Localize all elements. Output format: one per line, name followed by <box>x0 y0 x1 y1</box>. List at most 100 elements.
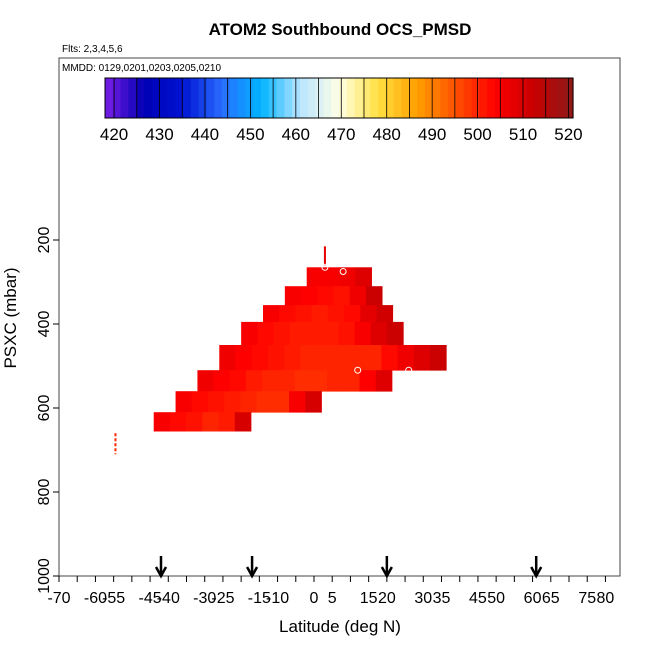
heatmap-cell <box>305 391 322 413</box>
point-markers <box>114 246 413 455</box>
colorbar-tick-label: 460 <box>282 125 310 144</box>
heatmap-cell <box>343 370 360 392</box>
heatmap-cell <box>262 370 279 392</box>
heatmap-cell <box>219 345 236 371</box>
tropopause-arrows <box>154 556 543 579</box>
colorbar-segment <box>323 78 332 118</box>
heatmap-cell <box>272 391 290 413</box>
colorbar-tick-label: 450 <box>236 125 264 144</box>
colorbar-segment <box>370 78 379 118</box>
heatmap-cell <box>169 412 187 432</box>
colorbar-segment <box>105 78 114 118</box>
heatmap-cell <box>316 345 334 371</box>
colorbar-segment <box>159 78 168 118</box>
colorbar-segment <box>206 78 215 118</box>
heatmap-cell <box>365 345 382 371</box>
colorbar-segment <box>354 78 363 118</box>
colorbar-segment <box>253 78 262 118</box>
colorbar-segment <box>214 78 223 118</box>
heatmap-cell <box>279 305 296 323</box>
heatmap-cell <box>224 391 241 413</box>
heatmap-cell <box>207 391 225 413</box>
heatmap-cell <box>365 286 383 306</box>
heatmap-cell <box>197 370 215 392</box>
colorbar-segment <box>510 78 519 118</box>
x-tick-label: 15 <box>360 590 378 607</box>
heatmap-cell <box>430 345 447 371</box>
plot-frame <box>58 57 621 577</box>
y-tick-label: 1000 <box>36 558 53 594</box>
colorbar-segment <box>448 78 457 118</box>
tropopause-arrow-head <box>245 566 259 579</box>
heatmap-cell <box>202 412 219 432</box>
colorbar-tick-label: 490 <box>418 125 446 144</box>
x-tick-label: 80 <box>597 590 615 607</box>
x-tick-label: -40 <box>157 590 180 607</box>
colorbar-segment <box>526 78 535 118</box>
x-tick-label: -55 <box>102 590 125 607</box>
colorbar-segment <box>393 78 402 118</box>
colorbar-segment <box>276 78 285 118</box>
heatmap-cell <box>306 267 324 287</box>
colorbar-tick-label: 470 <box>327 125 355 144</box>
x-tick-label: -60 <box>84 590 107 607</box>
y-tick-label: 400 <box>36 311 53 338</box>
x-tick-label: 45 <box>469 590 487 607</box>
x-tick-label: 65 <box>542 590 560 607</box>
colorbar-tick-label: 480 <box>373 125 401 144</box>
heatmap-cell <box>251 345 269 371</box>
y-axis: 200 400 600 800 1000 <box>36 227 59 594</box>
heatmap-cell <box>191 391 209 413</box>
colorbar-segment <box>549 78 558 118</box>
heatmap-cell <box>305 321 323 346</box>
heatmap-cell <box>263 305 280 323</box>
heatmap-cell <box>175 391 193 413</box>
heatmap-cell <box>344 305 361 323</box>
colorbar-border <box>104 77 574 119</box>
colorbar-segment <box>502 78 512 118</box>
colorbar-segment <box>440 78 449 118</box>
heatmap-cell <box>273 321 291 346</box>
colorbar-segment <box>183 78 192 118</box>
heatmap-cell <box>332 345 350 371</box>
point-marker <box>405 366 413 374</box>
colorbar-segment <box>534 78 543 118</box>
heatmap-cell <box>381 345 398 371</box>
heatmap-cell <box>322 267 340 287</box>
colorbar-segment <box>198 78 207 118</box>
heatmap-cell <box>355 267 372 287</box>
colorbar-segment <box>463 78 473 118</box>
colorbar-segment <box>229 78 239 118</box>
heatmap-cell <box>256 391 274 413</box>
x-tick-label: 20 <box>378 590 396 607</box>
x-axis: -70 -55 -40 -25 -10 5 20 35 50 65 80 -60 -45 -30 -15 0 1… <box>47 576 614 607</box>
heatmap-cell <box>300 345 317 371</box>
heatmap-cell <box>218 412 236 432</box>
x-tick-label: 60 <box>524 590 542 607</box>
heatmap-cell <box>241 321 258 346</box>
colorbar-tick-label: 430 <box>145 125 173 144</box>
heatmap-cell <box>289 321 307 346</box>
colorbar-segment <box>222 78 231 118</box>
tropopause-arrow-head <box>530 566 543 579</box>
colorbar-segment <box>385 78 395 118</box>
colorbar-segment <box>292 78 301 118</box>
x-tick-label: -70 <box>47 590 70 607</box>
heatmap-cell <box>153 412 171 432</box>
colorbar-segment <box>518 78 527 118</box>
heatmap-cell <box>301 286 318 306</box>
heatmap-cell <box>311 305 329 323</box>
colorbar-segment <box>565 78 574 118</box>
point-marker <box>339 268 347 275</box>
x-tick-label: -30 <box>193 590 216 607</box>
heatmap-cell <box>284 286 302 306</box>
x-axis-label: Latitude (deg N) <box>279 617 401 636</box>
colorbar-segment <box>175 78 184 118</box>
heatmap-cell <box>240 391 258 413</box>
heatmap-cell <box>234 412 252 432</box>
colorbar-segment <box>362 78 371 118</box>
colorbar-segment <box>167 78 176 118</box>
colorbar-segment <box>487 78 496 118</box>
heatmap-cell <box>310 370 328 392</box>
heatmap-cell <box>339 267 356 287</box>
